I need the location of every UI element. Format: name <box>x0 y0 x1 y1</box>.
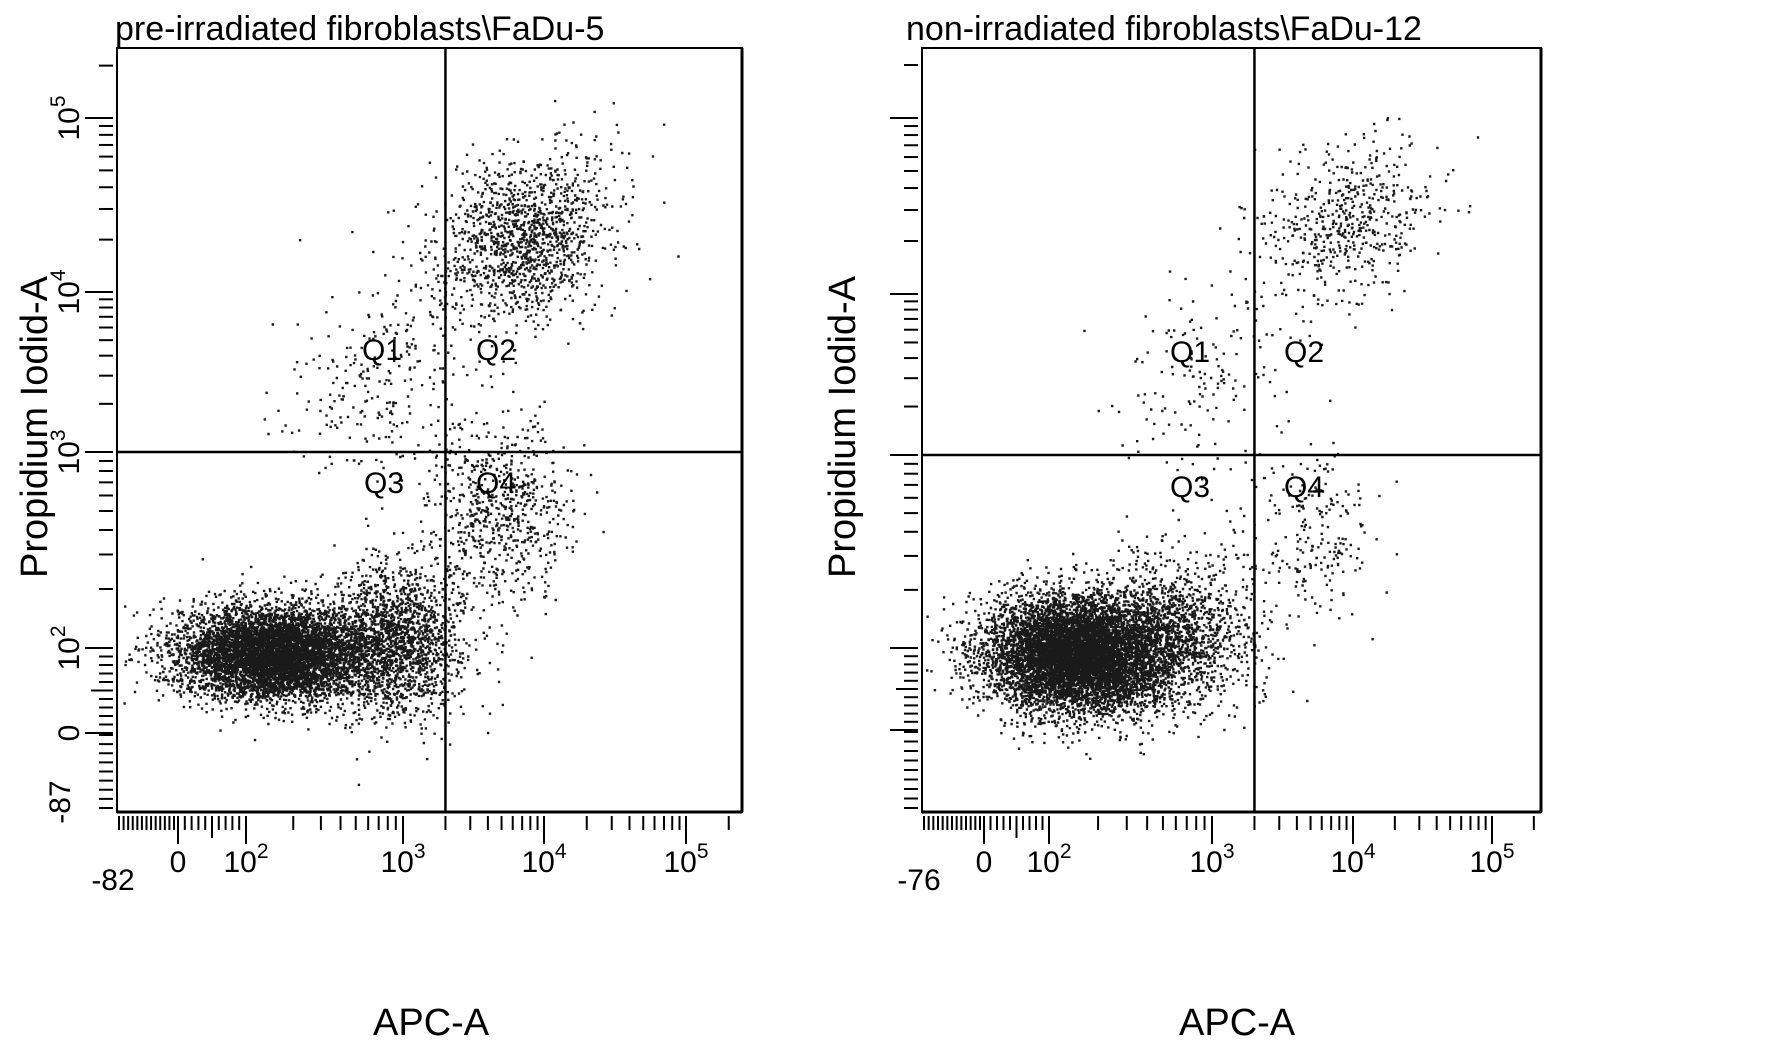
population-live-apc <box>1045 509 1316 746</box>
population-late-apoptotic <box>351 99 680 371</box>
quadrant-label-q4: Q4 <box>1284 471 1324 504</box>
x-tick-label: 105 <box>663 840 708 879</box>
population-late-apoptotic <box>1210 117 1480 346</box>
population-early-apoptotic <box>1220 399 1399 649</box>
x-tick-exponent: 5 <box>697 840 709 863</box>
population-necrotic <box>1083 252 1320 535</box>
y-min-label: -87 <box>44 780 77 823</box>
x-min-label: -82 <box>91 864 134 897</box>
data-point-cloud <box>1083 252 1320 535</box>
population-live <box>926 552 1266 760</box>
plot-title: non-irradiated fibroblasts\FaDu-12 <box>906 10 1422 48</box>
data-point-cloud <box>288 517 505 786</box>
plot-title: pre-irradiated fibroblasts\FaDu-5 <box>115 10 605 48</box>
x-tick-label: 105 <box>1469 840 1514 879</box>
x-tick-label: 103 <box>1189 840 1234 879</box>
x-tick-label: 104 <box>1330 840 1375 879</box>
scatter-plot-right: Q1Q2Q3Q40102103104105-760102103104105-10… <box>886 47 1543 897</box>
data-point-cloud <box>1045 509 1316 746</box>
x-tick-label: 103 <box>380 840 425 879</box>
plot-panel-right: Q1Q2Q3Q40102103104105-760102103104105-10… <box>822 0 1772 1057</box>
x-tick-label: 0 <box>976 846 993 879</box>
x-min-label: -76 <box>897 864 940 897</box>
y-axis-label: Propidium Iodid-A <box>822 275 864 578</box>
x-tick-label: 104 <box>521 840 566 879</box>
quadrant-label-q2: Q2 <box>1284 336 1324 369</box>
y-tick-label: 102 <box>886 625 891 670</box>
y-tick-label: 105 <box>47 95 86 140</box>
y-axis-ticks <box>890 64 918 809</box>
y-axis-ticks <box>85 64 113 809</box>
plot-panel-left: Q1 Q2 Q3 Q4 0 102 103 104 105 -82 0 102 103 104 105 -87… <box>14 10 744 1044</box>
quadrant-label-q1: Q1 <box>362 334 402 367</box>
y-tick-exponent: 3 <box>47 429 70 441</box>
x-tick-exponent: 2 <box>257 840 269 863</box>
y-tick-label: 104 <box>886 271 891 316</box>
data-point-cloud <box>1220 399 1399 649</box>
x-axis-label: APC-A <box>373 1002 490 1044</box>
y-tick-label: 102 <box>47 625 86 670</box>
x-axis-ticks <box>923 816 1535 844</box>
y-tick-exponent: 2 <box>47 625 70 637</box>
x-axis-ticks <box>118 816 730 844</box>
y-tick-label: 0 <box>886 722 891 739</box>
x-tick-label: 102 <box>1026 840 1071 879</box>
y-tick-label: 105 <box>886 95 891 140</box>
y-axis-label: Propidium Iodid-A <box>14 275 56 578</box>
data-point-cloud <box>351 99 680 371</box>
x-tick-exponent: 4 <box>555 840 567 863</box>
quadrant-label-q2: Q2 <box>476 334 516 367</box>
data-point-cloud <box>1210 117 1480 346</box>
y-tick-label: 103 <box>886 432 891 477</box>
quadrant-label-q1: Q1 <box>1170 336 1210 369</box>
y-tick-label: 0 <box>53 725 86 742</box>
x-tick-label: 102 <box>223 840 268 879</box>
x-tick-exponent: 5 <box>1503 840 1515 863</box>
x-tick-exponent: 2 <box>1060 840 1072 863</box>
quadrant-label-q4: Q4 <box>476 467 516 500</box>
data-points <box>926 117 1480 760</box>
population-live-apc <box>288 517 505 786</box>
quadrant-label-q3: Q3 <box>364 467 404 500</box>
x-tick-label: 0 <box>170 846 187 879</box>
x-tick-exponent: 4 <box>1364 840 1376 863</box>
x-tick-exponent: 3 <box>414 840 426 863</box>
data-point-cloud <box>926 552 1266 760</box>
y-tick-exponent: 4 <box>47 269 70 281</box>
y-tick-exponent: 5 <box>47 95 70 107</box>
x-axis-label: APC-A <box>1179 1002 1296 1044</box>
x-tick-exponent: 3 <box>1223 840 1235 863</box>
data-points <box>123 99 680 786</box>
quadrant-label-q3: Q3 <box>1170 471 1210 504</box>
